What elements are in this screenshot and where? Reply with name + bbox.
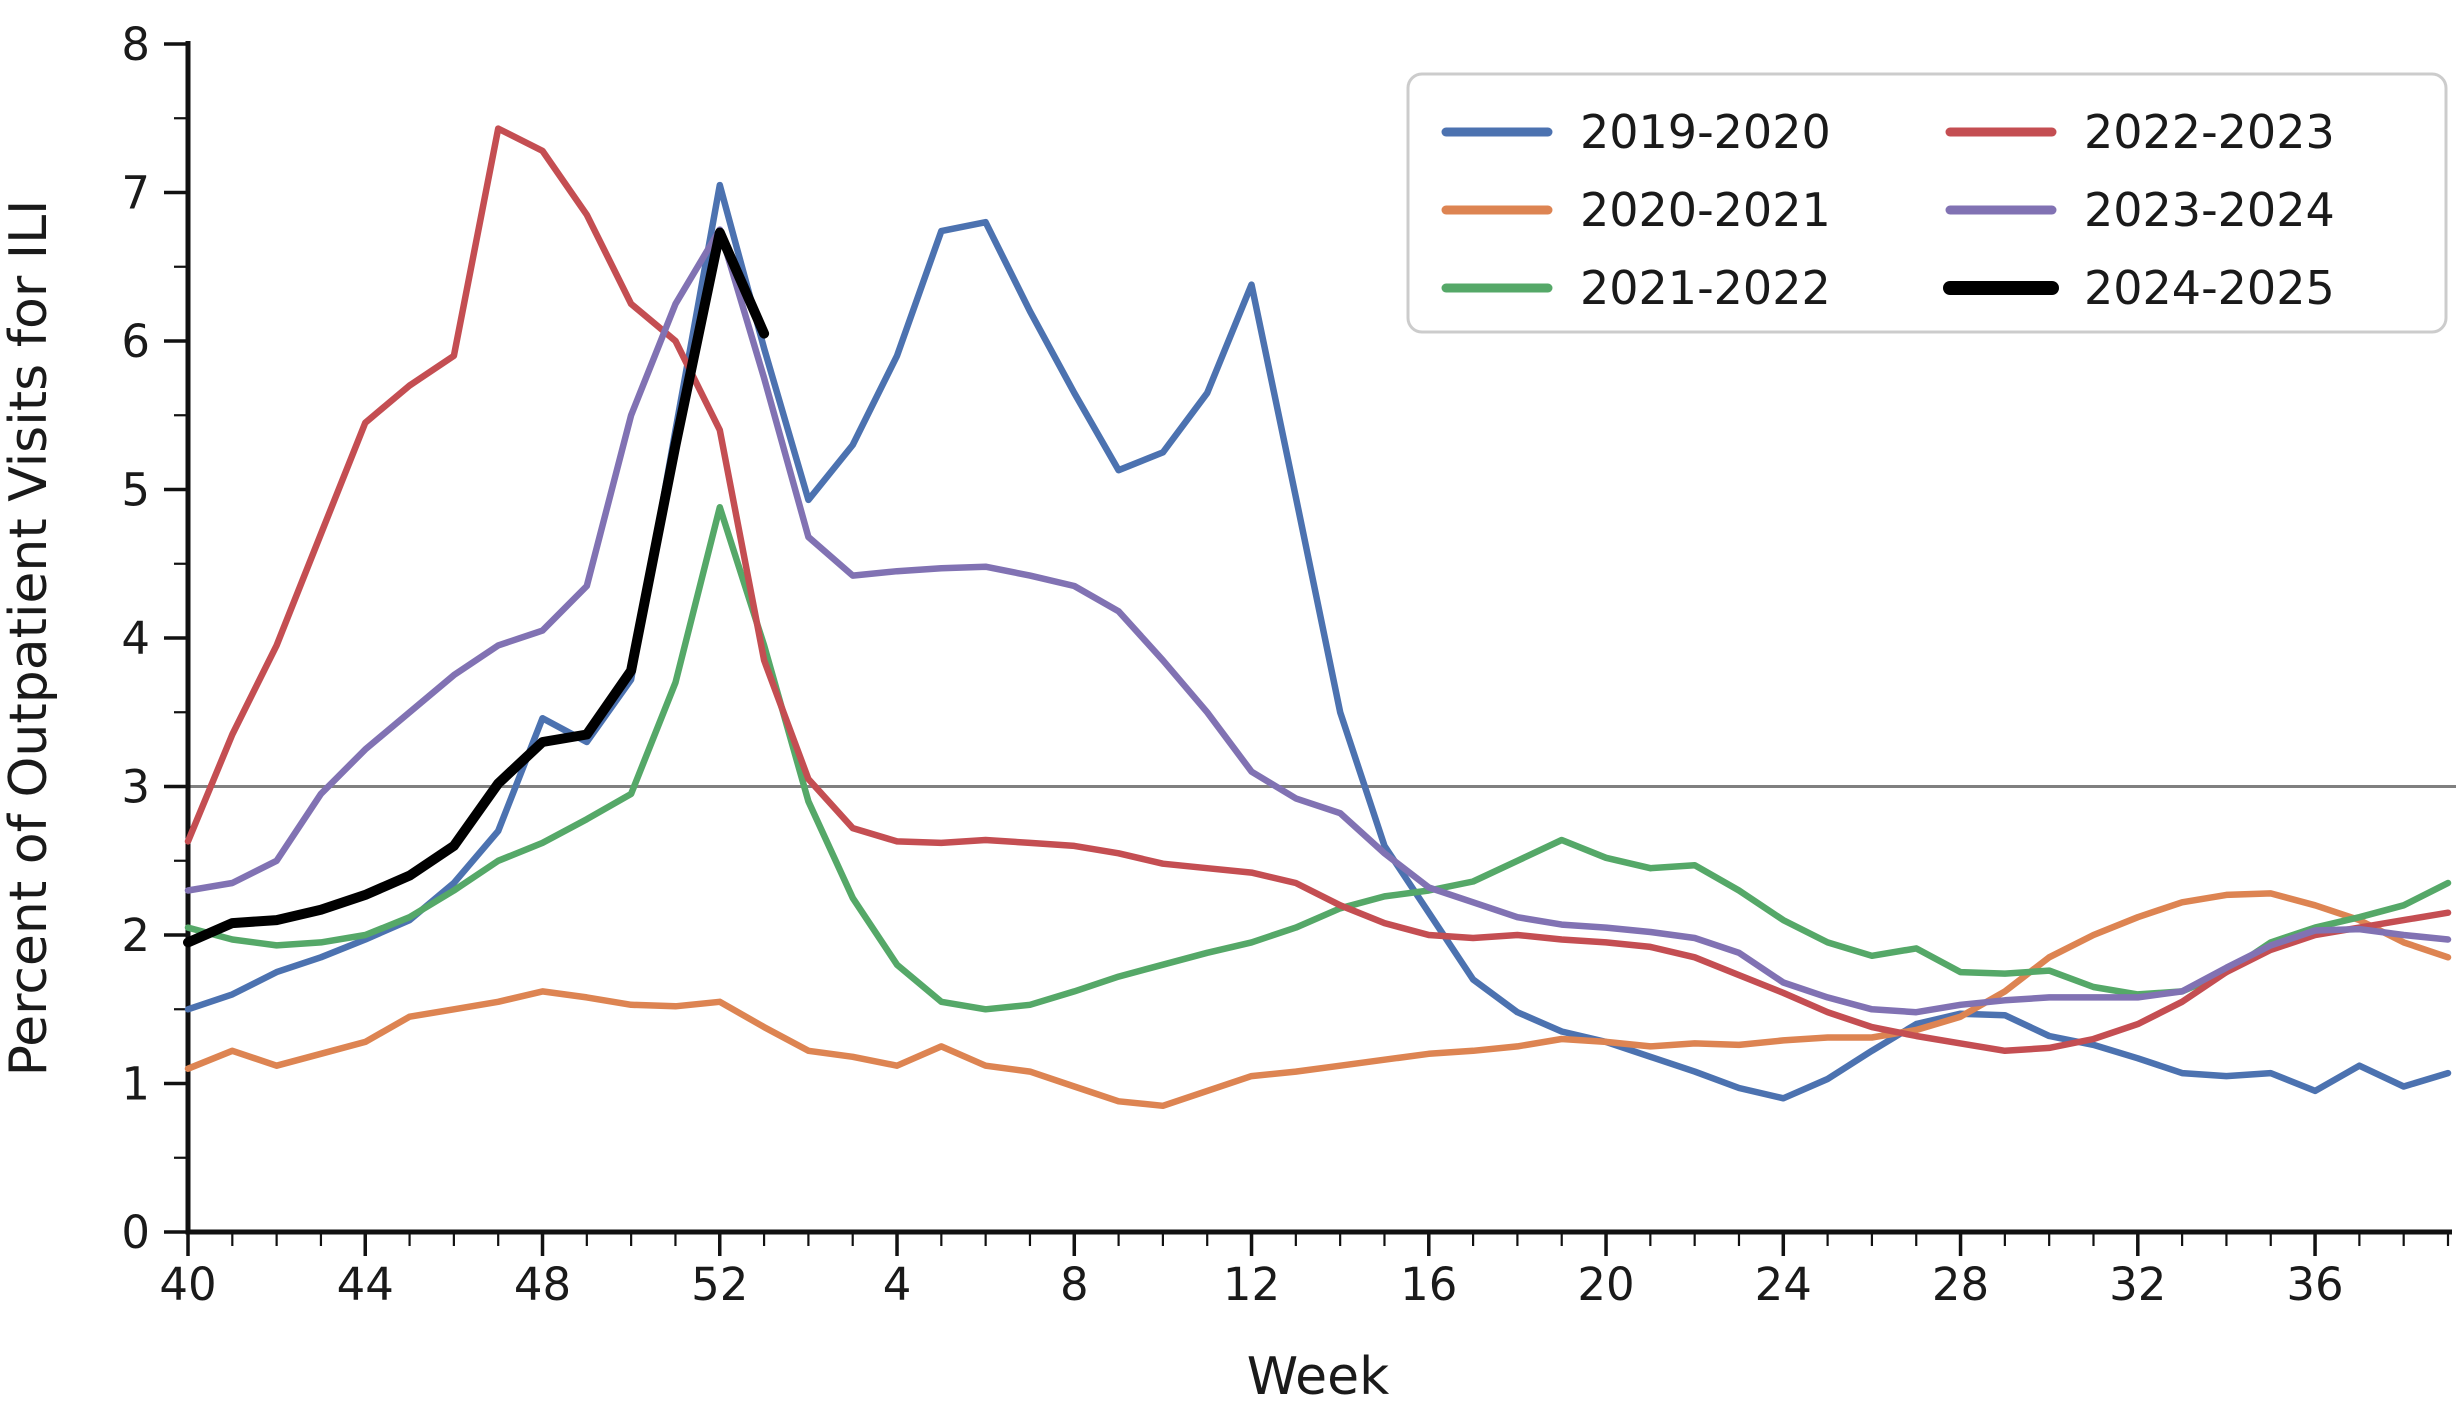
y-tick-label: 3 xyxy=(121,761,150,814)
series-line-2022-2023 xyxy=(184,125,2452,1055)
legend-label-2019-2020: 2019-2020 xyxy=(1580,105,1831,159)
series-line-2023-2024 xyxy=(184,226,2452,1016)
y-tick-label: 0 xyxy=(121,1206,150,1259)
x-tick-label: 20 xyxy=(1577,1258,1634,1311)
x-tick-label: 16 xyxy=(1400,1258,1457,1311)
legend-label-2023-2024: 2023-2024 xyxy=(2084,183,2335,237)
x-tick-label: 4 xyxy=(883,1258,912,1311)
y-tick-label: 7 xyxy=(121,167,150,220)
x-tick-label: 12 xyxy=(1223,1258,1280,1311)
series-line-2020-2021 xyxy=(184,890,2452,1110)
x-tick-label: 24 xyxy=(1755,1258,1812,1311)
x-tick-label: 28 xyxy=(1932,1258,1989,1311)
y-tick-label: 1 xyxy=(121,1058,150,1111)
x-axis-title: Week xyxy=(1247,1347,1389,1407)
y-tick-label: 2 xyxy=(121,909,150,962)
series-line-2024-2025 xyxy=(183,227,770,948)
x-tick-label: 32 xyxy=(2109,1258,2166,1311)
legend-label-2021-2022: 2021-2022 xyxy=(1580,261,1831,315)
legend-box xyxy=(1406,72,2448,334)
y-tick-label: 6 xyxy=(121,315,150,368)
x-tick-label: 48 xyxy=(514,1258,571,1311)
legend-label-2020-2021: 2020-2021 xyxy=(1580,183,1831,237)
legend-label-2022-2023: 2022-2023 xyxy=(2084,105,2335,159)
x-tick-label: 52 xyxy=(691,1258,748,1311)
x-tick-label: 8 xyxy=(1060,1258,1089,1311)
y-tick-label: 5 xyxy=(121,464,150,517)
x-tick-label: 36 xyxy=(2286,1258,2343,1311)
x-tick-label: 44 xyxy=(337,1258,394,1311)
legend-label-2024-2025: 2024-2025 xyxy=(2084,261,2335,315)
y-tick-label: 4 xyxy=(121,612,150,665)
series-line-2021-2022 xyxy=(184,504,2452,1013)
x-tick-label: 40 xyxy=(159,1258,216,1311)
y-axis-title: Percent of Outpatient Visits for ILI xyxy=(0,200,59,1077)
y-tick-label: 8 xyxy=(121,18,150,71)
